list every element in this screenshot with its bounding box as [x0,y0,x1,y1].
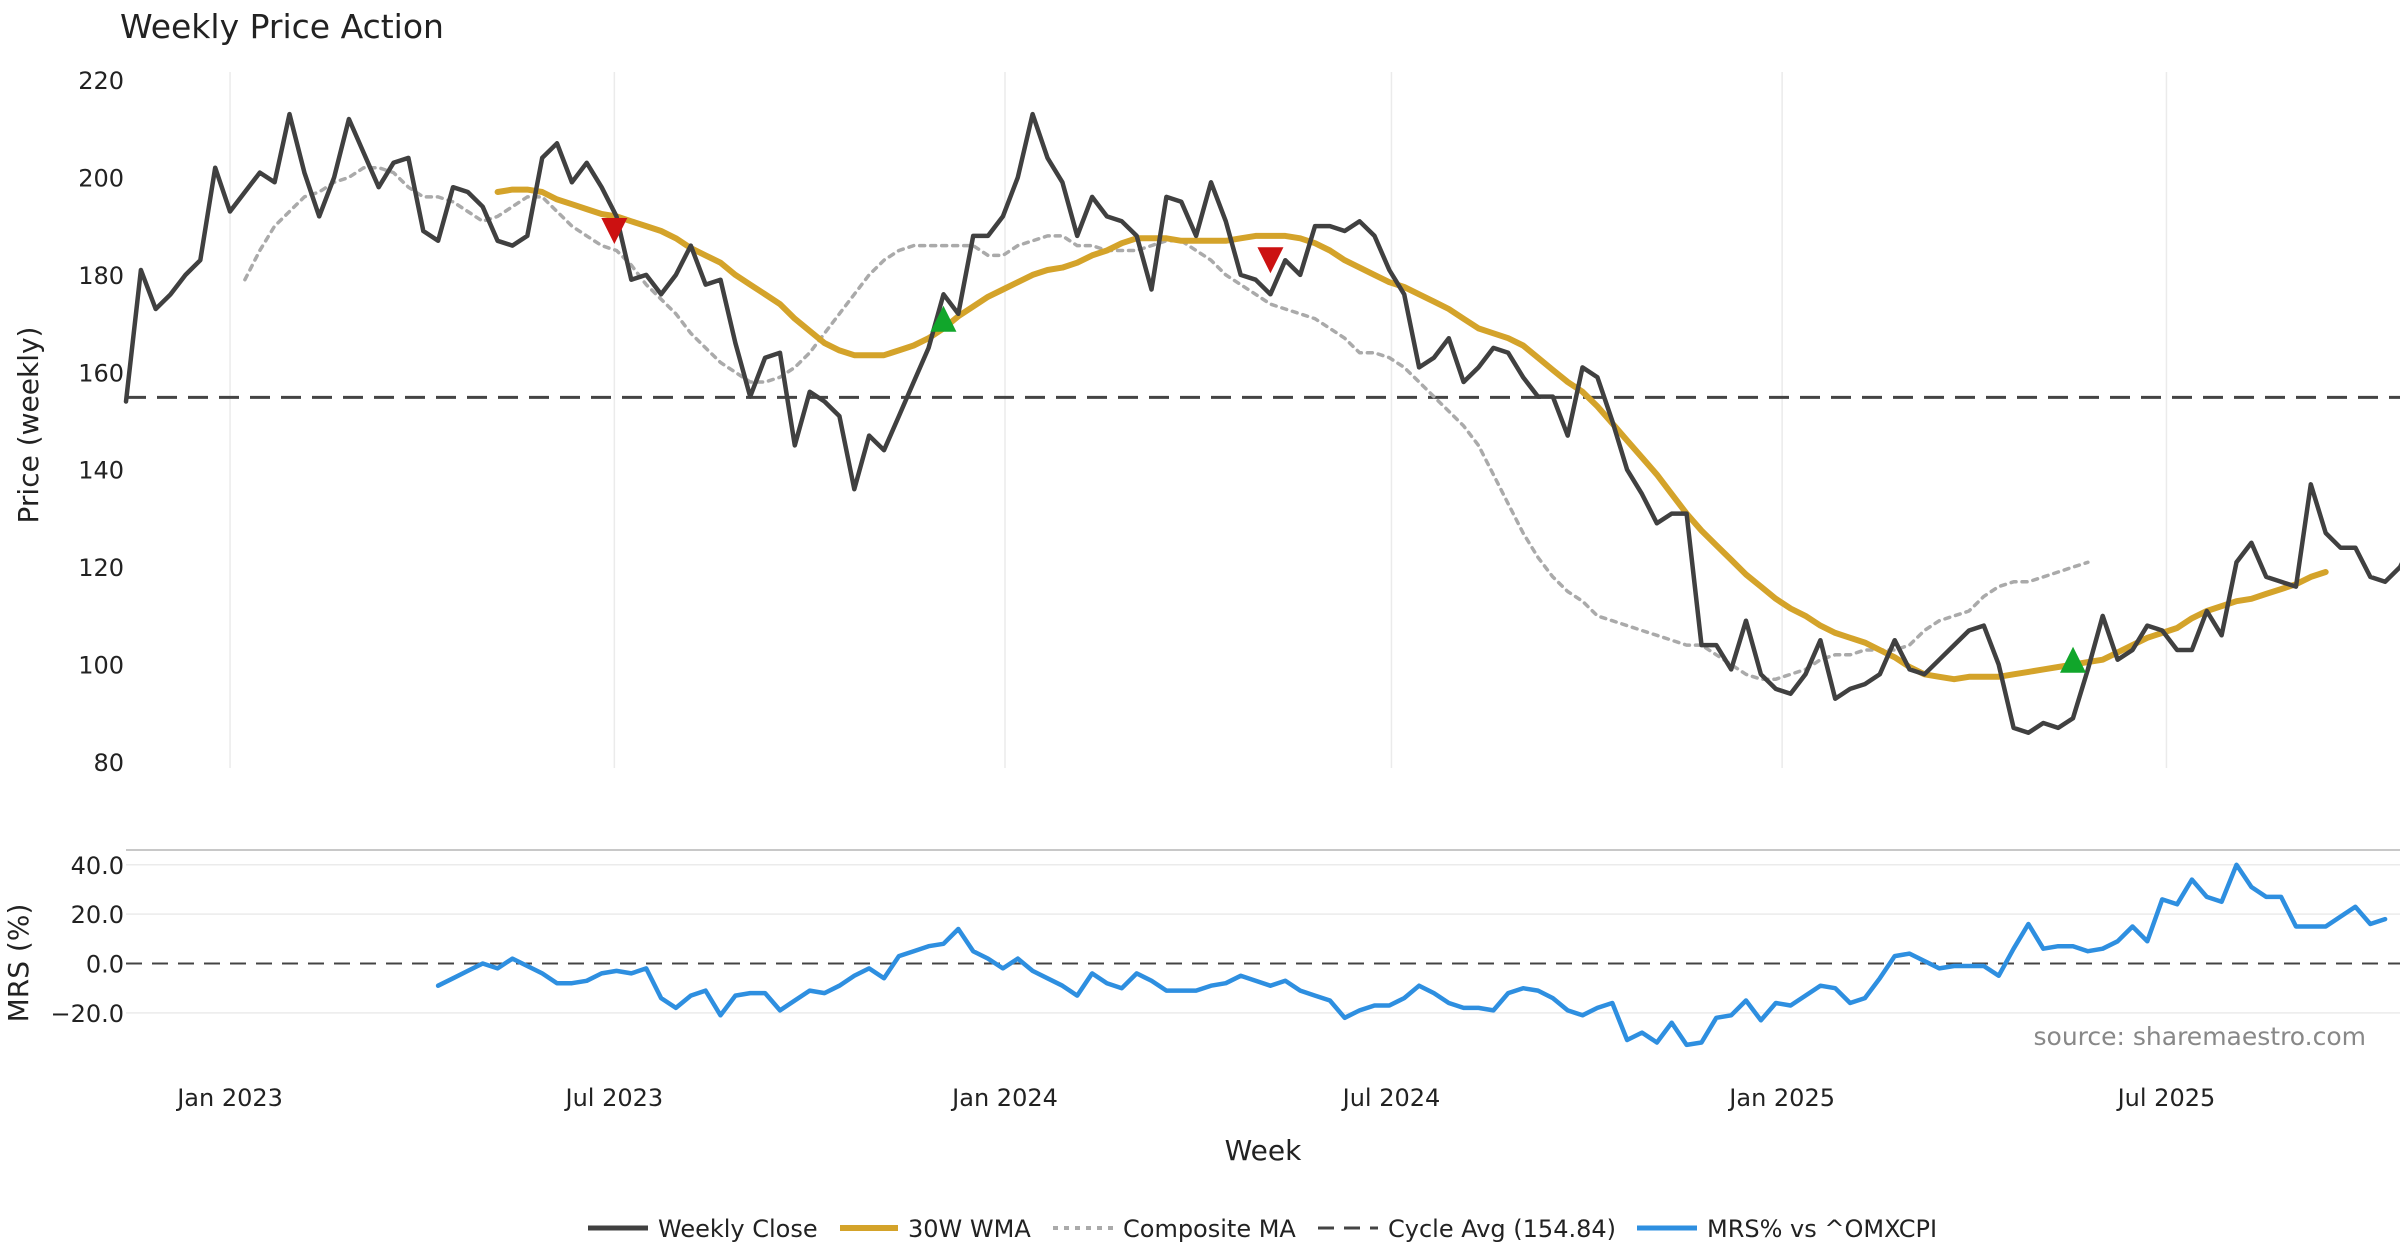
mrs-y-tick-label: 40.0 [71,852,124,880]
mrs-grid [126,864,2400,1014]
chart-title: Weekly Price Action [120,7,444,46]
sell-signal-marker [1257,247,1284,274]
x-tick-label: Jul 2023 [564,1084,664,1112]
price-panel: 80 100 120 140 160 180 200 220 Price (weekly) [12,67,2400,777]
legend-label: MRS% vs ^OMXCPI [1707,1215,1937,1243]
series-composite-ma [243,165,2090,681]
price-grid [229,72,2168,768]
series-mrs [435,862,2388,1048]
legend-item-composite-ma: Composite MA [1053,1215,1296,1243]
series-30w-wma [494,186,2329,683]
mrs-y-tick-label: −20.0 [50,1000,124,1028]
price-y-tick-label: 160 [78,359,124,387]
source-note: source: sharemaestro.com [2034,1022,2367,1051]
price-y-axis-label: Price (weekly) [12,327,45,524]
price-y-ticks: 80 100 120 140 160 180 200 220 [78,67,124,777]
price-y-tick-label: 200 [78,164,124,192]
mrs-y-tick-label: 20.0 [71,901,124,929]
price-y-tick-label: 140 [78,457,124,485]
x-tick-label: Jul 2025 [2116,1084,2216,1112]
mrs-y-axis-label: MRS (%) [2,904,35,1023]
buy-signal-marker [930,305,957,332]
price-y-tick-label: 220 [78,67,124,95]
price-y-tick-label: 180 [78,262,124,290]
series-weekly-close [123,111,2400,736]
buy-signal-marker [2060,646,2087,673]
legend-label: Weekly Close [658,1215,818,1243]
x-tick-label: Jan 2025 [1727,1084,1835,1112]
price-y-tick-label: 100 [78,652,124,680]
legend-item-mrs: MRS% vs ^OMXCPI [1637,1215,1937,1243]
x-tick-label: Jul 2024 [1341,1084,1441,1112]
legend-label: Cycle Avg (154.84) [1388,1215,1616,1243]
legend: Weekly Close 30W WMA Composite MA Cycle … [588,1215,1937,1243]
legend-item-cycle-avg: Cycle Avg (154.84) [1318,1215,1616,1243]
price-y-tick-label: 80 [93,749,124,777]
price-series [123,111,2400,736]
legend-label: Composite MA [1123,1215,1296,1243]
x-tick-label: Jan 2024 [950,1084,1058,1112]
price-y-tick-label: 120 [78,554,124,582]
legend-label: 30W WMA [908,1215,1031,1243]
sell-signal-marker [601,218,628,245]
mrs-y-tick-label: 0.0 [86,951,124,979]
legend-item-weekly-close: Weekly Close [588,1215,818,1243]
mrs-series [435,862,2388,1048]
mrs-panel: 40.0 20.0 0.0 −20.0 MRS (%) source: sharema… [2,849,2400,1051]
x-axis-label: Week [1225,1134,1302,1167]
legend-item-30w-wma: 30W WMA [840,1215,1031,1243]
x-ticks: Jan 2023 Jul 2023 Jan 2024 Jul 2024 Jan 2025… [175,1084,2215,1112]
x-tick-label: Jan 2023 [175,1084,283,1112]
mrs-y-ticks: 40.0 20.0 0.0 −20.0 [50,852,124,1028]
signal-markers [601,218,2087,673]
